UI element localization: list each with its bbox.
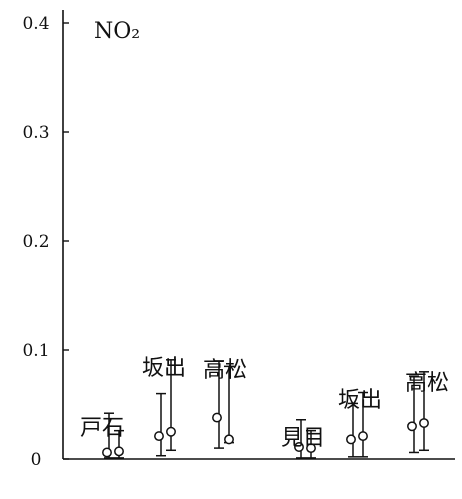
site-label: 高松 — [203, 358, 247, 383]
data-point — [166, 426, 176, 437]
site-label: 見目 — [281, 426, 325, 451]
data-point — [114, 446, 124, 457]
data-point — [407, 421, 417, 432]
data-point — [224, 434, 234, 445]
site-label: 坂出 — [142, 356, 186, 381]
data-series — [102, 359, 429, 459]
data-point — [154, 431, 164, 442]
y-tick-label: 0 — [31, 450, 42, 470]
site-label: 坂出 — [338, 388, 382, 413]
data-point — [102, 447, 112, 458]
y-tick-label: 0.3 — [22, 123, 49, 143]
chart-title: NO₂ — [94, 19, 140, 44]
site-label: 高松 — [405, 371, 449, 396]
y-tick-label: 0.4 — [22, 14, 49, 34]
data-point — [346, 434, 356, 445]
data-point — [306, 443, 316, 454]
data-point — [294, 442, 304, 452]
y-tick-label: 0.1 — [22, 341, 49, 361]
y-tick-labels: 0 0.1 0.2 0.3 0.4 — [22, 14, 69, 470]
data-point — [419, 418, 429, 428]
y-tick-label: 0.2 — [22, 232, 49, 252]
site-label: 戸石 — [80, 416, 124, 441]
axes — [62, 10, 455, 460]
data-point — [212, 412, 222, 423]
data-point — [358, 431, 368, 442]
